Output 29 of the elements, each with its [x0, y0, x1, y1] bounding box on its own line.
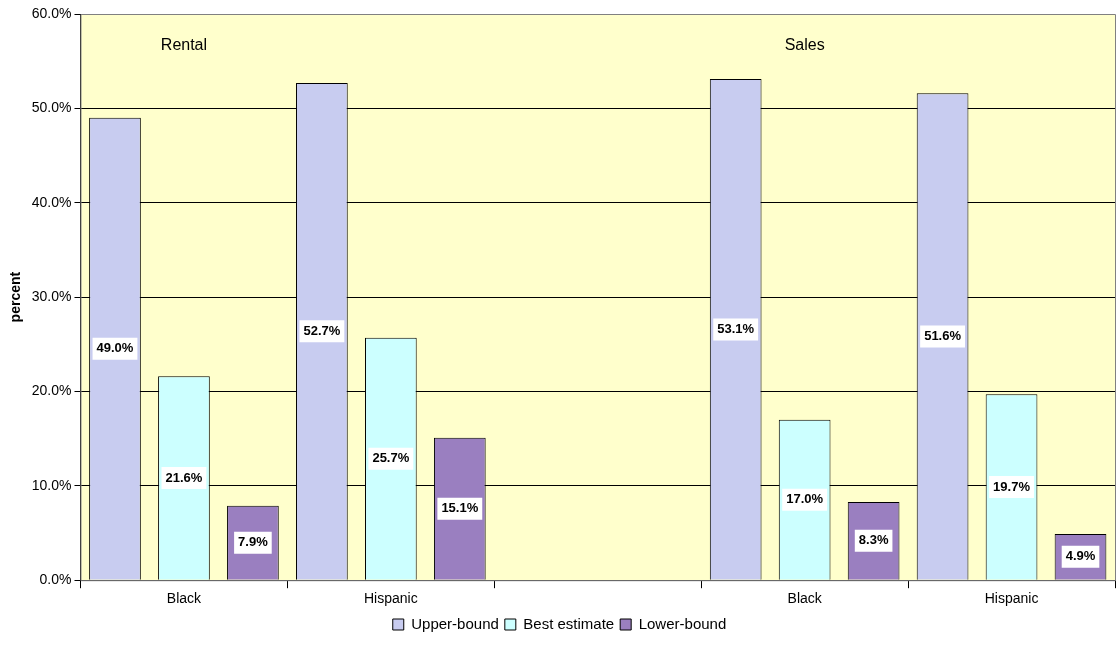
data-label: 4.9% — [1065, 548, 1096, 564]
data-label: 15.1% — [441, 500, 479, 516]
data-label: 21.6% — [165, 469, 203, 485]
data-label: 7.9% — [238, 534, 269, 550]
legend-label: Upper-bound — [411, 614, 499, 632]
data-label: 51.6% — [924, 328, 962, 344]
x-tick-label: Black — [166, 590, 203, 607]
y-tick-label: 20.0% — [31, 382, 72, 399]
y-axis-title: percent — [7, 271, 24, 323]
data-label: 53.1% — [717, 320, 755, 336]
y-tick-label: 60.0% — [31, 4, 72, 21]
legend-label: Lower-bound — [638, 614, 727, 632]
y-tick-label: 40.0% — [31, 193, 72, 210]
data-label: 49.0% — [96, 340, 134, 356]
y-tick-label: 30.0% — [31, 287, 72, 304]
data-label: 25.7% — [372, 450, 410, 466]
legend-label: Best estimate — [523, 614, 615, 632]
x-tick-label: Hispanic — [364, 590, 418, 607]
annotation: Sales — [784, 36, 825, 54]
x-tick-label: Black — [787, 590, 823, 607]
data-label: 17.0% — [786, 491, 824, 507]
y-tick-label: 10.0% — [31, 476, 72, 493]
data-label: 8.3% — [858, 532, 889, 548]
y-tick-label: 50.0% — [31, 99, 72, 116]
annotation: Rental — [160, 36, 208, 54]
x-tick-label: Hispanic — [984, 590, 1039, 607]
y-tick-label: 0.0% — [39, 571, 72, 588]
data-label: 52.7% — [303, 322, 341, 338]
data-label: 19.7% — [993, 478, 1031, 494]
